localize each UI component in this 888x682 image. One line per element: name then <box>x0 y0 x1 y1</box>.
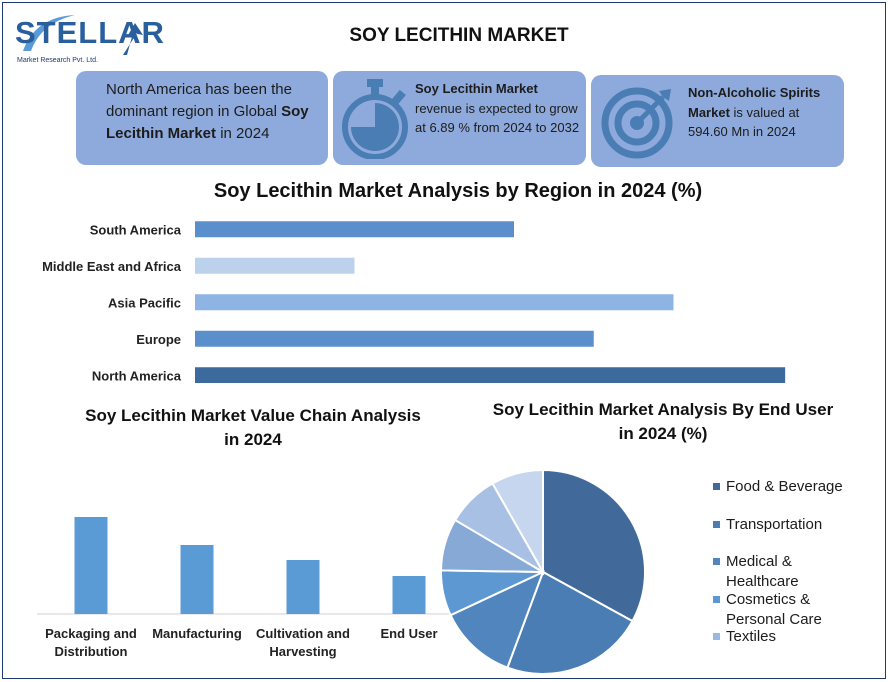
card-region: North America has been the dominant regi… <box>76 71 328 165</box>
legend-swatch <box>713 521 720 528</box>
value-chain-title: Soy Lecithin Market Value Chain Analysis… <box>63 404 443 452</box>
card-region-post: in 2024 <box>216 125 270 142</box>
value-chain-label: End User <box>380 626 437 641</box>
legend-label: Food & Beverage <box>726 478 843 495</box>
card-spirits-bold: Non-Alcoholic Spirits Market <box>688 85 821 120</box>
legend-label: Medical & Healthcare <box>726 553 799 590</box>
card-spirits: Non-Alcoholic Spirits Market is valued a… <box>591 75 844 167</box>
value-chain-bar <box>74 517 108 614</box>
end-user-title-line2: in 2024 (%) <box>618 424 708 443</box>
value-chain-bar-chart: Packaging and Distribution Manufacturing Cu… <box>37 517 453 659</box>
end-user-title: Soy Lecithin Market Analysis By End User… <box>473 398 853 446</box>
value-chain-label: Distribution <box>55 644 128 659</box>
end-user-pie-chart <box>439 468 646 675</box>
region-bar <box>195 294 674 311</box>
card-region-pre: North America has been the dominant regi… <box>106 81 292 120</box>
value-chain-title-line1: Soy Lecithin Market Value Chain Analysis <box>85 406 421 425</box>
region-label: South America <box>90 222 182 237</box>
legend-label: Textiles <box>726 628 777 645</box>
logo-swoosh <box>23 15 143 55</box>
legend-label: Transportation <box>726 516 823 533</box>
card-region-text: North America has been the dominant regi… <box>106 79 321 145</box>
value-chain-title-line2: in 2024 <box>224 430 282 449</box>
legend-swatch <box>713 483 720 490</box>
region-label: Asia Pacific <box>108 295 181 310</box>
card-spirits-post: is valued at 594.60 Mn in 2024 <box>688 104 800 140</box>
pie-slice <box>491 468 544 576</box>
card-revenue-post: revenue is expected to grow at 6.89 % fr… <box>415 100 580 136</box>
legend-label: Cosmetics & Personal Care <box>726 591 822 628</box>
legend-swatch <box>713 633 720 640</box>
target-icon <box>601 87 673 159</box>
value-chain-bar <box>392 576 426 614</box>
region-bar <box>195 221 514 238</box>
legend-swatch <box>713 596 720 603</box>
pie-slice <box>542 468 646 623</box>
brand-name: STELLAR <box>15 15 165 50</box>
region-label: Middle East and Africa <box>42 259 182 274</box>
card-revenue-text: Soy Lecithin Market revenue is expected … <box>415 79 583 138</box>
region-label: North America <box>92 368 182 383</box>
brand-logo: STELLAR Market Research Pvt. Ltd. <box>15 11 164 67</box>
value-chain-label: Manufacturing <box>152 626 242 641</box>
card-revenue-bold: Soy Lecithin Market <box>415 81 538 96</box>
card-revenue: Soy Lecithin Market revenue is expected … <box>333 71 586 165</box>
end-user-title-line1: Soy Lecithin Market Analysis By End User <box>492 400 834 419</box>
legend-swatch <box>713 558 720 565</box>
value-chain-label: Cultivation and <box>256 626 350 641</box>
page-title: SOY LECITHIN MARKET <box>349 25 569 46</box>
value-chain-label: Harvesting <box>269 644 336 659</box>
value-chain-bar <box>180 545 214 614</box>
region-label: Europe <box>136 332 181 347</box>
region-bar <box>195 257 355 274</box>
stopwatch-icon <box>342 79 408 159</box>
pie-slice <box>449 570 545 669</box>
region-bar <box>195 330 594 347</box>
card-region-bold: Soy Lecithin Market <box>106 103 309 142</box>
region-bar-chart: South America Middle East and Africa Asia … <box>42 221 786 383</box>
pie-slice <box>506 570 634 675</box>
value-chain-label: Packaging and <box>45 626 137 641</box>
region-bar <box>195 367 786 383</box>
value-chain-bar <box>286 560 320 614</box>
region-chart-title: Soy Lecithin Market Analysis by Region i… <box>213 180 703 202</box>
card-spirits-text: Non-Alcoholic Spirits Market is valued a… <box>688 83 838 142</box>
brand-tagline: Market Research Pvt. Ltd. <box>17 57 98 64</box>
